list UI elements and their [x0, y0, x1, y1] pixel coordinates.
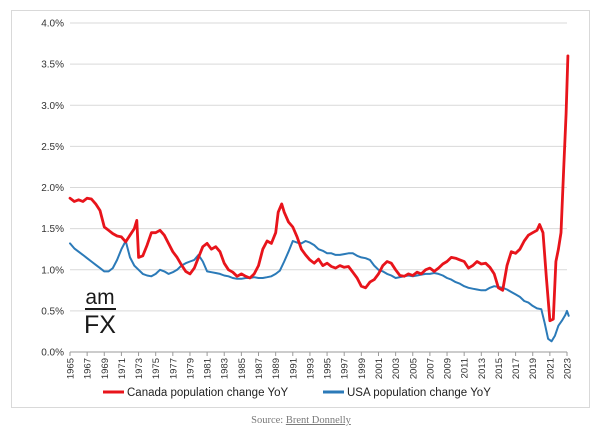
x-tick-label: 1979: [185, 358, 196, 379]
logo-am-text: am: [85, 286, 114, 309]
x-tick-label: 1981: [203, 358, 214, 379]
x-tick-label: 1975: [151, 358, 162, 379]
x-tick-label: 1983: [220, 358, 231, 379]
y-tick-label: 2.5%: [41, 142, 64, 153]
source-author-link[interactable]: Brent Donnelly: [285, 415, 351, 426]
x-tick-label: 1985: [237, 358, 248, 379]
y-axis-tick-labels: 0.0% 0.5% 1.0% 1.5% 2.0% 2.5% 3.0% 3.5% 4.0%: [41, 19, 64, 359]
x-tick-label: 2009: [443, 358, 454, 379]
legend: Canada population change YoY USA populat…: [103, 387, 491, 399]
x-tick-label: 1995: [323, 358, 334, 379]
x-tick-label: 1999: [357, 358, 368, 379]
series-line-usa: [69, 240, 570, 343]
x-tick-label: 1993: [305, 358, 316, 379]
x-tick-label: 2017: [511, 358, 522, 379]
x-tick-label: 1965: [66, 358, 77, 379]
x-tick-label: 2003: [391, 358, 402, 379]
y-tick-label: 2.0%: [41, 183, 64, 194]
x-tick-label: 2019: [528, 358, 539, 379]
logo-fx-text: FX: [84, 311, 116, 339]
x-tick-label: 2013: [477, 358, 488, 379]
x-tick-label: 1991: [288, 358, 299, 379]
x-tick-label: 1987: [254, 358, 265, 379]
x-tick-label: 1967: [83, 358, 94, 379]
y-tick-label: 4.0%: [41, 19, 64, 30]
x-tick-label: 2007: [425, 358, 436, 379]
y-tick-label: 0.5%: [41, 306, 64, 317]
gridlines: [70, 22, 567, 353]
amfx-logo: am FX: [84, 286, 116, 339]
x-tick-label: 2001: [374, 358, 385, 379]
source-prefix: Source:: [251, 415, 286, 426]
x-tick-label: 2015: [494, 358, 505, 379]
x-axis-tick-labels: 1965 1967 1969 1971 1973 1975 1977 1979 1981 1983…: [66, 352, 574, 379]
x-tick-label: 2021: [545, 358, 556, 379]
y-tick-label: 1.5%: [41, 224, 64, 235]
y-tick-label: 1.0%: [41, 265, 64, 276]
x-tick-label: 2011: [460, 358, 471, 378]
legend-label-usa: USA population change YoY: [347, 387, 491, 399]
y-tick-label: 3.5%: [41, 60, 64, 71]
x-tick-label: 1989: [271, 358, 282, 379]
x-tick-label: 1971: [117, 358, 128, 379]
series-lines: [68, 54, 570, 343]
x-tick-label: 1973: [134, 358, 145, 379]
x-tick-label: 1977: [168, 358, 179, 379]
source-caption: Source: Brent Donnelly: [0, 415, 602, 426]
series-line-canada: [68, 54, 570, 323]
y-tick-label: 3.0%: [41, 101, 64, 112]
x-tick-label: 2005: [408, 358, 419, 379]
y-tick-label: 0.0%: [41, 348, 64, 359]
legend-label-canada: Canada population change YoY: [127, 387, 288, 399]
chart-frame: [11, 10, 590, 408]
x-tick-label: 2023: [563, 358, 574, 379]
x-tick-label: 1997: [340, 358, 351, 379]
x-tick-label: 1969: [100, 358, 111, 379]
